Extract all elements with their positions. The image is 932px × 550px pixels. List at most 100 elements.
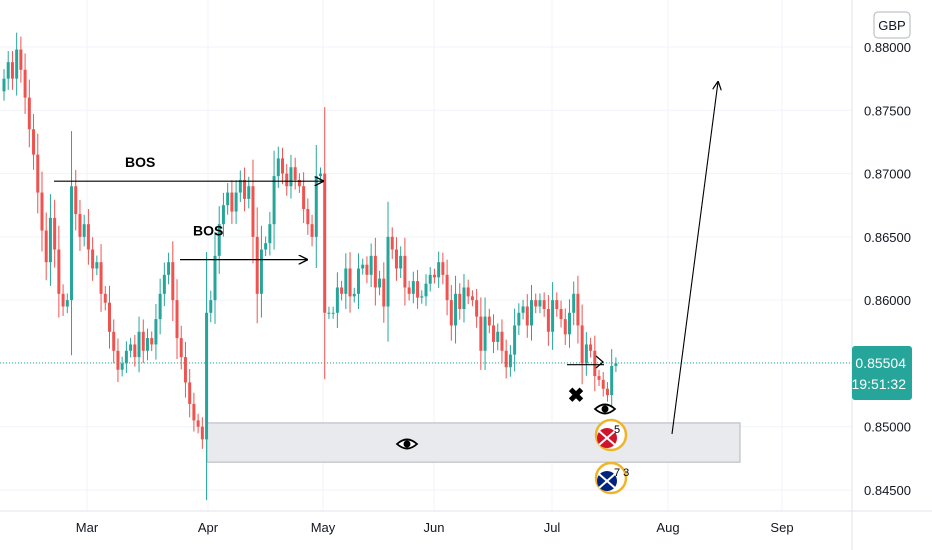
event-count-label: 7 3 [614,467,629,479]
candle-body [462,287,466,310]
event-count-label: 5 [614,424,620,436]
candle-body [289,167,293,187]
candle-body [251,186,255,237]
candle-body [48,217,52,263]
candle-body [297,179,301,187]
candle-body [217,224,221,256]
candle-body [555,300,559,310]
candle-body [340,287,344,294]
candle-body [563,319,567,335]
candle-body [268,224,272,244]
candle-body [534,300,538,307]
candle-body [508,354,512,368]
candle-body [209,300,213,313]
candle-body [234,192,238,212]
candle-body [19,49,23,70]
candle-body [259,249,263,294]
candle-body [276,158,280,177]
candle-body [86,224,90,250]
candle-body [120,363,124,370]
candle-body [36,154,40,193]
candle-body [145,338,149,351]
candle-body [483,316,487,351]
candle-body [335,287,339,313]
candle-body [454,293,458,326]
candle-body [167,262,171,275]
price-tick-label: 0.86500 [864,230,911,245]
candle-body [500,331,504,351]
candle-body [158,293,162,320]
candle-body [432,274,436,278]
candle-body [247,186,251,199]
eye-icon [395,438,419,450]
candle-body [116,350,120,370]
candle-body [369,255,373,275]
month-tick-label: May [311,520,336,535]
candle-body [394,249,398,269]
bos-label-1: BOS [125,154,155,170]
candle-body [141,331,145,351]
candle-body [546,309,550,332]
price-axis[interactable]: 0.845000.850000.855000.860000.865000.870… [864,40,911,498]
candle-body [584,344,588,364]
candle-body [496,331,500,342]
candle-body [74,186,78,215]
candle-body [40,192,44,231]
candle-body [255,236,259,294]
month-tick-label: Apr [198,520,219,535]
candle-body [302,186,306,210]
month-tick-label: Aug [656,520,679,535]
price-tick-label: 0.87500 [864,103,911,118]
candle-body [470,296,474,301]
candle-body [61,293,65,307]
candle-body [614,363,618,366]
candle-body [593,350,597,377]
candle-body [382,278,386,307]
candle-body [525,306,529,326]
candle-body [567,312,571,335]
month-tick-label: Sep [770,520,793,535]
last-price-value: 0.85504 [855,355,906,371]
time-axis[interactable]: Mar Apr May Jun Jul Aug Sep [76,520,794,535]
price-tick-label: 0.84500 [864,483,911,498]
currency-button[interactable]: GBP [873,11,911,39]
month-tick-label: Jun [424,520,445,535]
candle-body [521,306,525,313]
price-tick-label: 0.86000 [864,293,911,308]
candle-body [124,350,128,364]
candle-body [264,243,268,250]
candle-body [99,262,103,294]
candle-body [356,268,360,294]
currency-button-frame [873,11,911,39]
candle-body [65,300,69,307]
event-badge-aud: 7 3 [594,461,629,495]
price-tick-label: 0.85000 [864,420,911,435]
candle-body [542,300,546,310]
candle-body [57,249,61,294]
candle-body [78,214,82,237]
annotations-layer: BOS BOS ✖ 5 7 3 [54,82,718,495]
candle-body [112,331,116,351]
candle-body [162,274,166,294]
eye-pupil [601,405,609,413]
candle-body [133,344,137,358]
month-tick-label: Jul [544,520,561,535]
candle-body [293,167,297,180]
candle-body [378,278,382,288]
candle-body [70,186,74,301]
candle-body [610,365,614,396]
candle-body [416,281,420,298]
candle-body [559,309,563,320]
candle-body [399,255,403,269]
candle-body [420,296,424,298]
eye-icon [593,403,617,415]
candle-body [32,129,36,155]
candle-body [411,281,415,294]
flag-stripe [598,473,616,489]
flag-stripe [598,430,616,446]
candle-body [361,264,365,269]
candle-body [310,224,314,237]
currency-label: GBP [878,18,905,33]
